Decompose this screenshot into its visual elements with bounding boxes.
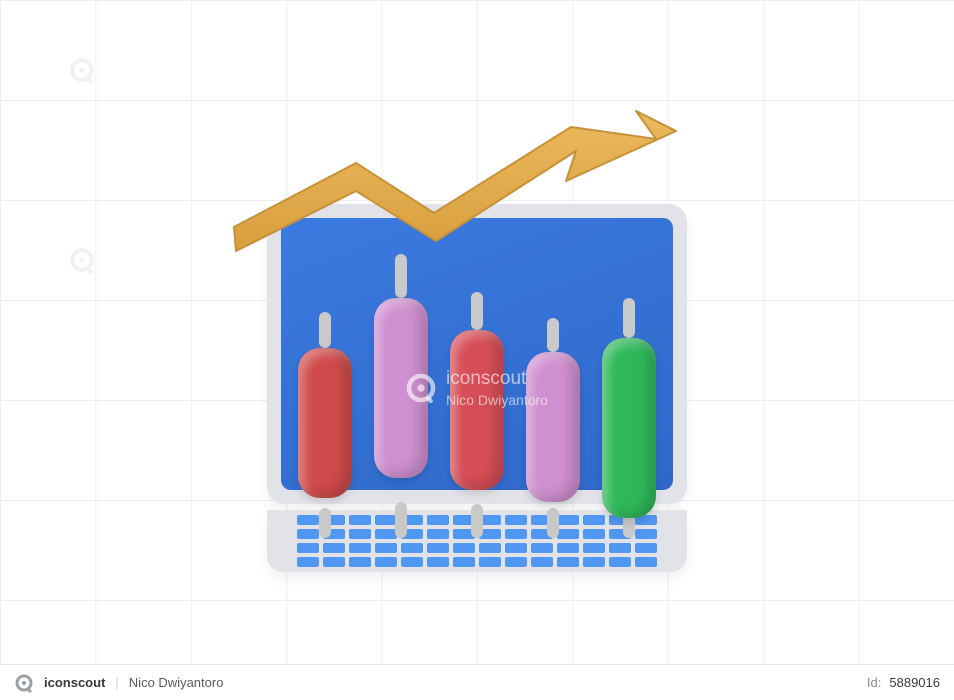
keyboard-key xyxy=(635,543,657,553)
candlestick xyxy=(602,298,656,538)
keyboard-key xyxy=(505,557,527,567)
attribution-bar: iconscout | Nico Dwiyantoro Id: 5889016 xyxy=(0,664,954,700)
id-value: 5889016 xyxy=(889,675,940,690)
candlestick xyxy=(298,312,352,538)
candle-wick-bottom xyxy=(319,508,331,538)
keyboard-key xyxy=(323,543,345,553)
keyboard-key xyxy=(453,557,475,567)
candle-wick-top xyxy=(319,312,331,348)
asset-preview-canvas: iconscout Nico Dwiyantoro iconscout | Ni… xyxy=(0,0,954,700)
keyboard-key xyxy=(401,543,423,553)
growth-arrow xyxy=(216,101,696,301)
brand-label: iconscout xyxy=(44,675,105,690)
keyboard-key xyxy=(609,543,631,553)
keyboard-key xyxy=(349,557,371,567)
candlestick xyxy=(450,292,504,538)
iconscout-logo-icon xyxy=(14,673,34,693)
keyboard-key xyxy=(453,543,475,553)
keyboard-key xyxy=(479,557,501,567)
keyboard-key xyxy=(583,543,605,553)
candle-body xyxy=(374,298,428,478)
keyboard-key xyxy=(531,557,553,567)
candle-wick-bottom xyxy=(471,504,483,538)
iconscout-logo-icon xyxy=(68,246,96,274)
candle-wick-top xyxy=(547,318,559,352)
keyboard-key xyxy=(375,543,397,553)
keyboard-key xyxy=(505,543,527,553)
keyboard-key xyxy=(323,557,345,567)
candle-wick-bottom xyxy=(395,502,407,538)
keyboard-key xyxy=(479,543,501,553)
candle-body xyxy=(526,352,580,502)
candle-wick-bottom xyxy=(547,508,559,538)
candle-body xyxy=(450,330,504,490)
illustration: iconscout Nico Dwiyantoro xyxy=(217,76,737,596)
keyboard-key xyxy=(531,543,553,553)
keyboard-key xyxy=(635,557,657,567)
keyboard-key xyxy=(349,543,371,553)
keyboard-key xyxy=(297,543,319,553)
keyboard-key xyxy=(297,557,319,567)
id-label: Id: xyxy=(867,675,881,690)
candlestick xyxy=(526,318,580,538)
keyboard-key xyxy=(401,557,423,567)
keyboard-key xyxy=(557,557,579,567)
separator: | xyxy=(115,675,118,690)
keyboard-key xyxy=(375,557,397,567)
candle-body xyxy=(298,348,352,498)
keyboard-key xyxy=(583,557,605,567)
iconscout-logo-icon xyxy=(68,56,96,84)
candle-wick-top xyxy=(623,298,635,338)
author-label: Nico Dwiyantoro xyxy=(129,675,224,690)
keyboard-key xyxy=(427,543,449,553)
keyboard-key xyxy=(427,557,449,567)
keyboard-key xyxy=(609,557,631,567)
keyboard-key xyxy=(557,543,579,553)
candle-body xyxy=(602,338,656,518)
